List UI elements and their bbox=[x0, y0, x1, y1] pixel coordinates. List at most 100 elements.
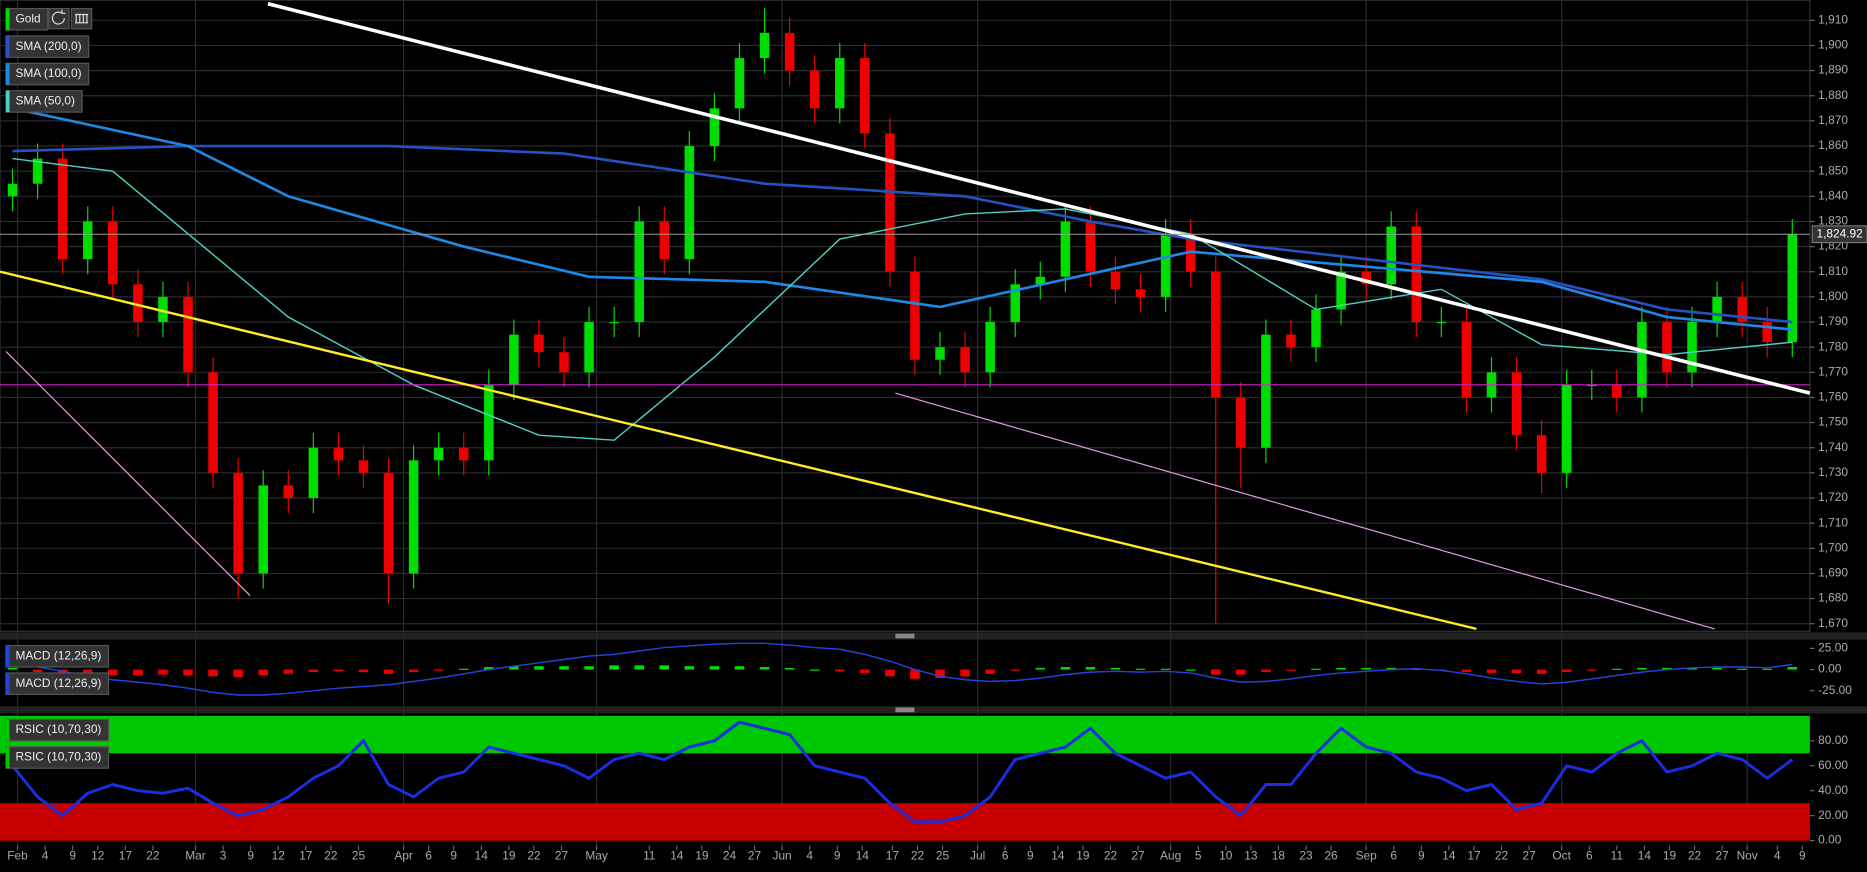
macd-histogram-bar bbox=[458, 668, 469, 670]
macd-histogram-bar bbox=[108, 669, 118, 676]
x-tick-label: 9 bbox=[1027, 848, 1034, 862]
x-tick-label: 13 bbox=[1244, 848, 1258, 862]
candle-body bbox=[408, 460, 419, 574]
candle-body bbox=[885, 133, 895, 272]
y-tick-label: 1,760 bbox=[1818, 390, 1848, 404]
macd-histogram-bar bbox=[960, 669, 970, 677]
y-tick-label: -25.00 bbox=[1818, 683, 1852, 697]
candle-body bbox=[609, 322, 619, 324]
x-tick-label: Jun bbox=[773, 848, 792, 862]
panel-divider[interactable] bbox=[0, 632, 1867, 640]
candle-body bbox=[634, 221, 644, 323]
macd-histogram-bar bbox=[1637, 667, 1647, 670]
candle-body bbox=[1612, 384, 1622, 398]
candle-body bbox=[1336, 271, 1346, 310]
trend-line[interactable] bbox=[5, 351, 251, 596]
x-tick-label: 17 bbox=[1467, 848, 1481, 862]
candle-body bbox=[1286, 334, 1296, 348]
macd-histogram-bar bbox=[32, 669, 43, 673]
x-tick-label: 27 bbox=[1131, 848, 1145, 862]
y-tick-label: 0.00 bbox=[1818, 662, 1842, 676]
candle-body bbox=[57, 158, 68, 260]
sma-line bbox=[12, 107, 1793, 331]
overlay-layer: 1,824.92 Gold SMA (200,0) SMA (100,0) SMA (5… bbox=[0, 7, 1867, 769]
x-tick-label: 12 bbox=[272, 848, 286, 862]
macd-histogram-bar bbox=[910, 669, 920, 679]
candle-body bbox=[433, 447, 444, 461]
rsi-line bbox=[11, 720, 1794, 824]
trend-line[interactable] bbox=[267, 2, 1811, 395]
y-tick-label: 1,710 bbox=[1818, 515, 1848, 529]
x-tick-label: 22 bbox=[527, 848, 541, 862]
x-tick-label: 17 bbox=[299, 848, 313, 862]
x-tick-label: 14 bbox=[670, 848, 684, 862]
y-tick-label: 80.00 bbox=[1818, 733, 1848, 747]
x-tick-label: 6 bbox=[1586, 848, 1593, 862]
refresh-icon bbox=[51, 9, 66, 25]
macd-histogram-bar bbox=[1461, 669, 1472, 673]
candle-body bbox=[784, 32, 795, 71]
y-tick-label: 1,850 bbox=[1818, 163, 1848, 177]
candle-body bbox=[1035, 276, 1046, 285]
macd-histogram-bar bbox=[634, 665, 644, 670]
macd-histogram-bar bbox=[233, 669, 243, 678]
macd-histogram-bar bbox=[7, 667, 18, 670]
x-tick-label: 27 bbox=[555, 848, 569, 862]
macd-histogram-bar bbox=[1210, 669, 1221, 675]
candle-body bbox=[910, 271, 920, 360]
candle-body bbox=[283, 485, 294, 499]
candle-body bbox=[684, 146, 695, 260]
candle-body bbox=[1411, 226, 1422, 323]
candle-body bbox=[1010, 284, 1020, 323]
trend-line[interactable] bbox=[0, 270, 1477, 631]
x-tick-label: Mar bbox=[185, 848, 206, 862]
macd-histogram-bar bbox=[1060, 667, 1071, 670]
trend-line[interactable] bbox=[895, 392, 1715, 630]
candle-body bbox=[1687, 322, 1697, 373]
x-tick-label: 27 bbox=[748, 848, 762, 862]
x-tick-label: 14 bbox=[1638, 848, 1652, 862]
macd-histogram-bar bbox=[258, 669, 268, 676]
y-tick-label: 1,730 bbox=[1818, 465, 1848, 479]
y-tick-label: 1,790 bbox=[1818, 314, 1848, 328]
candle-body bbox=[458, 447, 469, 461]
divider-handle[interactable] bbox=[895, 707, 915, 713]
candle-body bbox=[1160, 234, 1171, 297]
y-tick-label: 60.00 bbox=[1818, 758, 1848, 772]
macd-histogram-bar bbox=[1511, 669, 1522, 673]
macd-histogram-bar bbox=[509, 666, 519, 670]
candle-body bbox=[233, 472, 243, 574]
settings-button[interactable] bbox=[70, 7, 93, 30]
x-tick-label: 23 bbox=[1299, 848, 1313, 862]
macd-histogram-bar bbox=[985, 669, 995, 674]
macd-histogram-bar bbox=[308, 669, 319, 673]
x-tick-label: 6 bbox=[1002, 848, 1009, 862]
macd-histogram-bar bbox=[885, 669, 895, 677]
divider-handle[interactable] bbox=[895, 633, 915, 639]
x-tick-label: 17 bbox=[119, 848, 133, 862]
panel-divider[interactable] bbox=[0, 706, 1867, 714]
legend-label: RSIC (10,70,30) bbox=[15, 750, 101, 764]
x-tick-label: May bbox=[585, 848, 608, 862]
macd-histogram-bar bbox=[1261, 669, 1271, 673]
x-tick-label: 4 bbox=[42, 848, 49, 862]
legend-swatch bbox=[5, 90, 10, 113]
candle-body bbox=[1210, 271, 1221, 398]
candle-body bbox=[133, 284, 143, 323]
candle-body bbox=[1587, 384, 1597, 387]
y-tick-label: 1,690 bbox=[1818, 566, 1848, 580]
candle-body bbox=[509, 334, 519, 385]
legend-swatch bbox=[5, 645, 10, 667]
y-tick-label: 1,840 bbox=[1818, 188, 1848, 202]
legend-swatch bbox=[5, 8, 10, 30]
legend-label: SMA (100,0) bbox=[15, 66, 81, 80]
candle-body bbox=[1261, 334, 1271, 448]
candle-body bbox=[1762, 322, 1772, 343]
macd-histogram-bar bbox=[82, 669, 93, 675]
macd-histogram-bar bbox=[1687, 667, 1697, 670]
sma-line bbox=[12, 144, 1793, 324]
x-tick-label: 4 bbox=[1774, 848, 1781, 862]
legend-label: SMA (50,0) bbox=[15, 94, 75, 108]
macd-histogram-bar bbox=[1085, 667, 1096, 670]
